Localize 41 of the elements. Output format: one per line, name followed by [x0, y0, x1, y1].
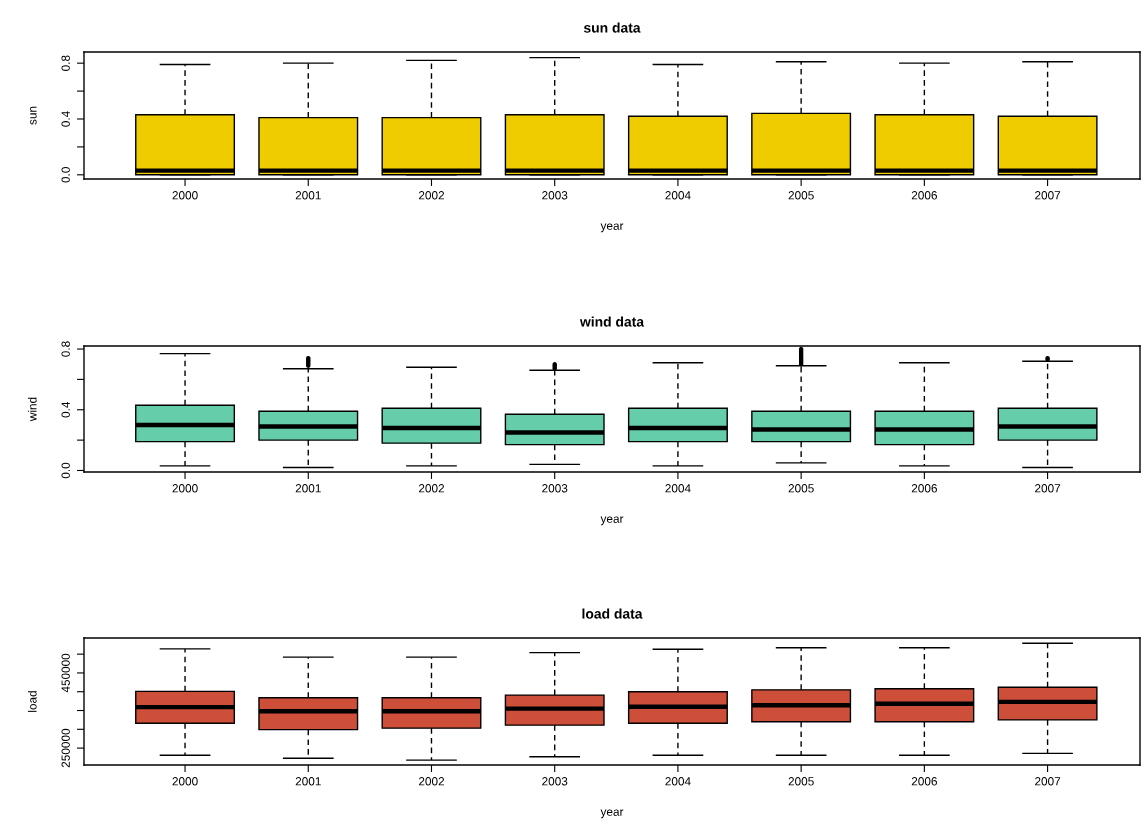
x-tick-label: 2004: [665, 777, 691, 786]
x-tick-label: 2005: [788, 777, 814, 786]
x-tick-label: 2004: [665, 191, 691, 200]
y-tick-label: 250000: [61, 728, 70, 768]
chart-title: load data: [582, 608, 643, 619]
x-axis-title: year: [600, 223, 624, 233]
x-tick-label: 2000: [172, 484, 198, 493]
x-tick-label: 2006: [911, 191, 937, 200]
x-tick-label: 2003: [542, 191, 568, 200]
x-tick-label: 2007: [1035, 777, 1061, 786]
chart-title: wind data: [579, 316, 645, 327]
x-tick-label: 2005: [788, 484, 814, 493]
x-tick-label: 2001: [295, 191, 321, 200]
x-tick-label: 2000: [172, 777, 198, 786]
x-tick-label: 2001: [295, 777, 321, 786]
y-tick-label: 0.8: [61, 55, 70, 71]
x-tick-label: 2005: [788, 191, 814, 200]
x-tick-label: 2004: [665, 484, 691, 493]
x-tick-label: 2003: [542, 484, 568, 493]
y-tick-label: 0.0: [61, 167, 70, 183]
chart-title: sun data: [583, 22, 641, 33]
x-tick-label: 2002: [418, 191, 445, 200]
x-tick-label: 2006: [911, 777, 937, 786]
x-tick-label: 2007: [1035, 484, 1061, 493]
x-tick-label: 2001: [295, 484, 321, 493]
x-tick-label: 2003: [542, 777, 568, 786]
y-axis-title: load: [27, 691, 37, 712]
x-tick-label: 2006: [911, 484, 937, 493]
y-tick-label: 0.8: [61, 341, 70, 357]
x-tick-label: 2000: [172, 191, 198, 200]
x-tick-label: 2002: [418, 777, 445, 786]
x-axis-title: year: [600, 809, 624, 819]
x-tick-label: 2002: [418, 484, 445, 493]
y-tick-label: 0.0: [61, 462, 70, 479]
y-tick-label: 0.4: [61, 401, 70, 418]
y-tick-label: 450000: [61, 653, 70, 693]
y-axis-title: sun: [30, 106, 37, 125]
y-axis-title: wind: [27, 397, 37, 422]
x-axis-title: year: [600, 516, 624, 526]
y-tick-label: 0.4: [61, 111, 70, 127]
x-tick-label: 2007: [1035, 191, 1061, 200]
